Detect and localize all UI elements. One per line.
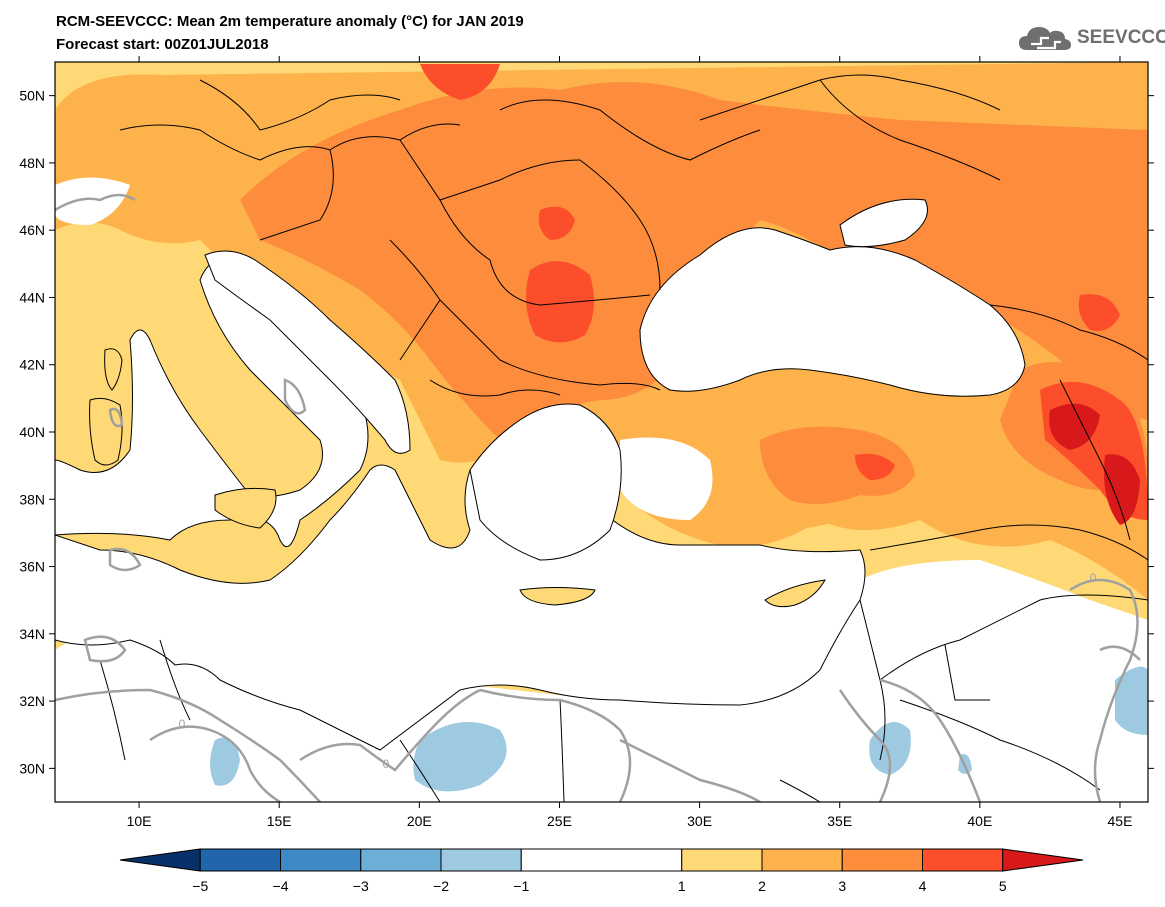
colorbar-bin [681, 848, 763, 872]
lon-tick-label: 45E [1108, 813, 1133, 829]
lat-tick-label: 40N [19, 424, 45, 440]
anomaly-neg-iraq [1115, 666, 1148, 735]
anomaly-4-5-romania [538, 206, 575, 240]
colorbar-label: 3 [838, 878, 846, 894]
colorbar-bin [761, 848, 843, 872]
colorbar-label: −1 [513, 878, 529, 894]
contour-label: 0 [1090, 571, 1097, 585]
colorbar-bin [1002, 848, 1084, 872]
contour-label: 0 [383, 757, 390, 771]
anomaly-4-5-east [1078, 294, 1120, 331]
logo-text: SEEVCCC [1077, 27, 1165, 48]
map-field [55, 62, 1148, 802]
anomaly-5-plus-armenia [1104, 454, 1140, 525]
colorbar-bin [520, 848, 683, 872]
colorbar-label: −4 [273, 878, 289, 894]
colorbar-label: 5 [999, 878, 1007, 894]
anomaly-neg-libya-2 [413, 722, 507, 792]
lat-tick-label: 34N [19, 626, 45, 642]
cloud-icon [1019, 27, 1071, 50]
lon-tick-label: 35E [827, 813, 852, 829]
anomaly-4-5-balkans [526, 261, 594, 343]
lat-tick-label: 36N [19, 559, 45, 575]
colorbar-label: −3 [353, 878, 369, 894]
colorbar-bin [280, 848, 362, 872]
contour-label: 0 [179, 717, 186, 731]
colorbar-bin [922, 848, 1004, 872]
corsica [104, 348, 123, 391]
lat-tick-label: 42N [19, 357, 45, 373]
crete [519, 587, 596, 606]
longitude-axis: 10E 15E 20E 25E 30E 35E 40E 45E [127, 56, 1133, 829]
colorbar-label: −2 [433, 878, 449, 894]
anomaly-4-5-turkey [855, 453, 895, 480]
map-title: RCM-SEEVCCC: Mean 2m temperature anomaly… [56, 13, 524, 30]
zero-contours [55, 193, 1141, 802]
seevccc-logo: SEEVCCC [1017, 22, 1165, 54]
lat-tick-label: 50N [19, 88, 45, 104]
adriatic-sea [204, 250, 411, 454]
colorbar-label: 2 [758, 878, 766, 894]
lat-tick-label: 46N [19, 222, 45, 238]
colorbar-label: 1 [678, 878, 686, 894]
colorbar-label: −5 [192, 878, 208, 894]
colorbar: −5 −4 −3 −2 −1 1 2 3 4 5 [119, 848, 1084, 894]
forecast-start: Forecast start: 00Z01JUL2018 [56, 36, 269, 53]
latitude-axis: 30N 32N 34N 36N 38N 40N 42N 44N 46N 48N 50N [19, 88, 1154, 776]
lon-tick-label: 15E [267, 813, 292, 829]
country-borders [99, 74, 1148, 802]
colorbar-bin [440, 848, 522, 872]
anomaly-3-4-turkey [760, 426, 915, 504]
sicily [214, 487, 277, 529]
lon-tick-label: 25E [547, 813, 572, 829]
lon-tick-label: 30E [687, 813, 712, 829]
cyprus [764, 579, 826, 608]
anomaly-neutral-alps [55, 177, 130, 225]
colorbar-bin [841, 848, 923, 872]
lat-tick-label: 38N [19, 491, 45, 507]
mediterranean-sea [55, 258, 866, 751]
anomaly-4-5-north [420, 64, 500, 100]
lon-tick-label: 40E [967, 813, 992, 829]
colorbar-label: 4 [919, 878, 927, 894]
azov-sea [839, 198, 928, 248]
sardinia [89, 397, 123, 466]
lon-tick-label: 20E [407, 813, 432, 829]
lat-tick-label: 48N [19, 155, 45, 171]
anomaly-5-plus-caucasus [1049, 403, 1100, 450]
lat-tick-label: 44N [19, 289, 45, 305]
colorbar-bin [199, 848, 281, 872]
black-sea [639, 227, 1026, 397]
anomaly-neutral-turkey-west [620, 437, 713, 520]
colorbar-bin [360, 848, 442, 872]
lat-tick-label: 32N [19, 693, 45, 709]
contour-labels: 0 0 0 [179, 571, 1097, 771]
colorbar-bin [119, 848, 201, 872]
lon-tick-label: 10E [127, 813, 152, 829]
lat-tick-label: 30N [19, 760, 45, 776]
anomaly-neg-jordan [869, 722, 911, 775]
anomaly-neg-libya-1 [210, 737, 240, 786]
aegean-sea [469, 403, 622, 561]
